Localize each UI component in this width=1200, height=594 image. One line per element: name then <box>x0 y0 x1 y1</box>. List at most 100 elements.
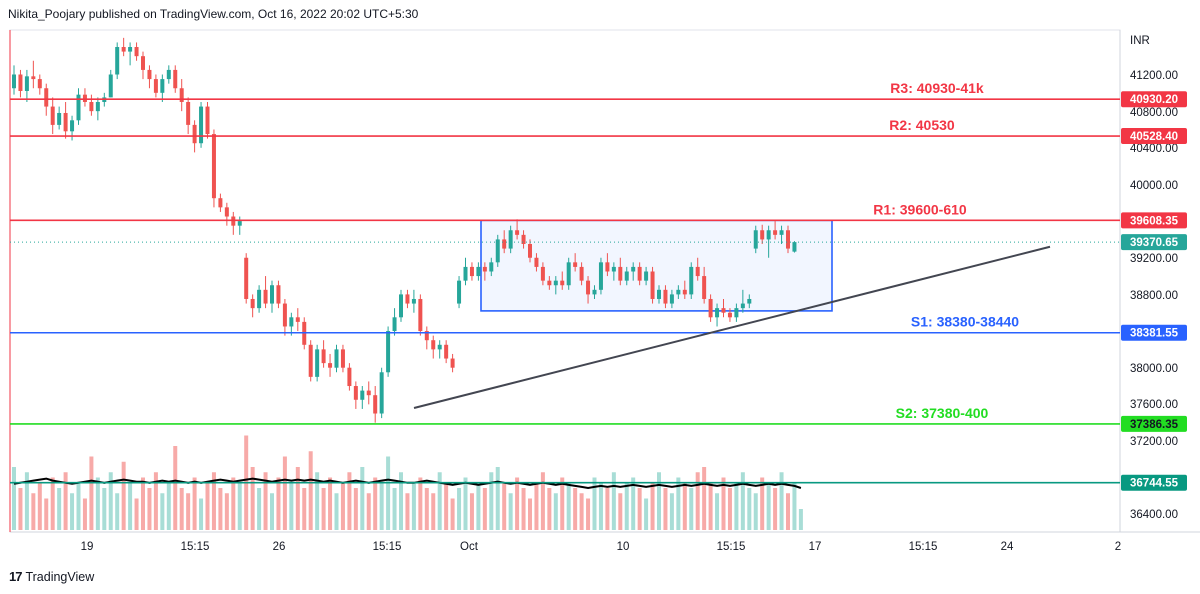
volume-bar <box>760 477 765 530</box>
candle-body <box>205 106 210 135</box>
candle-body <box>192 124 197 144</box>
time-tick-label: Oct <box>460 541 479 553</box>
volume-bar <box>682 482 687 530</box>
volume-bar <box>18 488 23 530</box>
price-tick-label: 37600.00 <box>1130 399 1178 411</box>
volume-bar <box>418 477 423 530</box>
candle-body <box>295 317 300 322</box>
volume-bar <box>715 493 720 530</box>
volume-bar <box>766 482 771 530</box>
candle-body <box>70 120 75 132</box>
volume-bar <box>457 488 462 530</box>
volume-bar <box>63 472 68 530</box>
level-label-r1: R1: 39600-610 <box>873 201 967 217</box>
volume-bar <box>644 498 649 530</box>
volume-bar <box>463 477 468 530</box>
candle-body <box>482 266 487 272</box>
price-tag-text: 37386.35 <box>1130 419 1179 431</box>
volume-bar <box>605 488 610 530</box>
high-value: 39381.65 <box>212 34 263 48</box>
candle-body <box>31 76 36 80</box>
candle-body <box>553 280 558 286</box>
low-label: L <box>266 34 273 48</box>
consolidation-box <box>480 219 833 312</box>
volume-bar <box>721 477 726 530</box>
candle-body <box>766 230 771 240</box>
candle-body <box>76 94 81 121</box>
volume-bar <box>495 467 500 530</box>
volume-bar <box>192 477 197 530</box>
volume-bar <box>431 493 436 530</box>
volume-bar <box>276 477 281 530</box>
volume-bar <box>437 472 442 530</box>
volume-bar <box>270 493 274 530</box>
candlestick-series <box>12 37 797 423</box>
open-value: 39266.70 <box>150 34 201 48</box>
price-tag-s1 <box>1121 324 1187 341</box>
volume-bar <box>108 472 113 530</box>
candle-body <box>102 97 107 102</box>
candle-body <box>44 88 49 107</box>
candle-body <box>424 331 429 341</box>
candle-body <box>141 56 145 70</box>
volume-bar <box>82 498 87 530</box>
price-tick-label: 41200.00 <box>1130 70 1178 82</box>
candle-body <box>592 289 597 295</box>
candle-body <box>95 101 100 112</box>
candle-body <box>315 349 320 377</box>
candle-body <box>147 69 152 80</box>
time-tick-label: 19 <box>81 541 94 553</box>
volume-bar <box>37 482 42 530</box>
volume-bar <box>179 488 184 530</box>
level-lines: R3: 40930-41k R2: 40530 R1: 39600-610 S1: 3… <box>10 80 1120 484</box>
candle-body <box>411 298 416 304</box>
volume-bar <box>340 482 345 530</box>
volume-bar <box>650 482 655 530</box>
volume-bar <box>553 493 558 530</box>
price-tag-text: 36744.55 <box>1130 478 1179 490</box>
volume-bar <box>534 482 539 530</box>
candle-body <box>179 88 184 102</box>
price-tag-text: 40528.40 <box>1130 131 1178 143</box>
candle-body <box>231 216 236 226</box>
consolidation-box-layer <box>480 219 833 312</box>
symbol-name[interactable]: NIFTY BANK, 1h, NSE <box>16 34 138 48</box>
price-tag-r2 <box>1121 128 1187 145</box>
candle-body <box>540 266 545 281</box>
price-tick-label: 40800.00 <box>1130 107 1178 119</box>
candle-body <box>373 395 378 414</box>
candle-body <box>134 47 139 57</box>
volume-bar <box>95 477 100 530</box>
volume-bar <box>166 482 171 530</box>
volume-bar <box>476 482 481 530</box>
time-tick-label: 10 <box>617 541 630 553</box>
candle-body <box>528 244 532 258</box>
candle-body <box>50 106 55 125</box>
volume-bar <box>244 435 249 530</box>
footer-brand[interactable]: TradingView <box>25 569 95 584</box>
candle-body <box>721 308 726 313</box>
price-tag-r1 <box>1121 212 1187 229</box>
candle-body <box>618 266 623 281</box>
volume-bar <box>792 482 797 530</box>
volume-bar <box>702 467 707 530</box>
volume-bar <box>779 472 784 530</box>
close-value: 39370.65 <box>334 34 385 48</box>
candle-body <box>624 271 629 281</box>
candle-body <box>418 298 423 332</box>
price-tick-label: 40000.00 <box>1130 180 1178 192</box>
candle-body <box>257 289 262 309</box>
candle-body <box>566 262 571 286</box>
volume-bar <box>405 493 410 530</box>
tradingview-logo-icon: 17 <box>9 569 23 584</box>
volume-bar <box>637 488 642 530</box>
volume-bar <box>392 488 397 530</box>
volume-bar <box>366 493 371 530</box>
volume-bar <box>70 493 75 530</box>
candle-body <box>289 317 294 327</box>
price-tag-text: 40930.20 <box>1130 94 1178 106</box>
time-tick-label: 24 <box>1001 541 1014 553</box>
time-tick-label: 15:15 <box>181 541 210 553</box>
time-tick-label: 17 <box>809 541 822 553</box>
